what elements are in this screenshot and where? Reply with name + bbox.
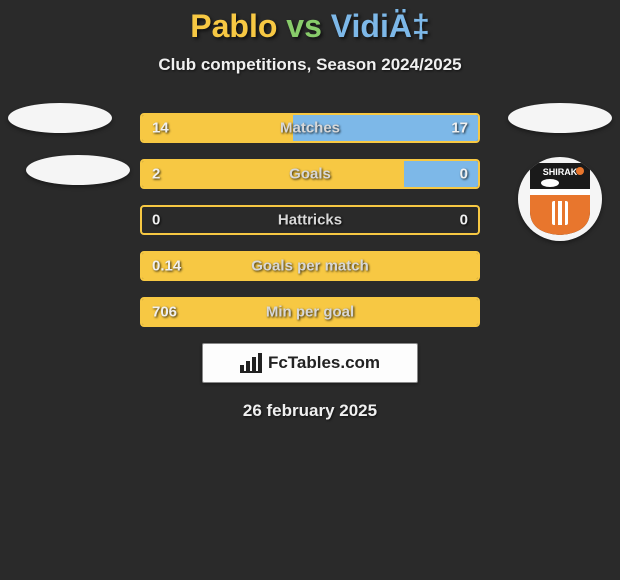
bar-chart-icon (240, 353, 262, 373)
stat-label: Min per goal (266, 304, 354, 321)
brand-text: FcTables.com (268, 353, 380, 373)
stat-bar-left (142, 161, 404, 187)
right-avatars: SHIRAK (508, 103, 612, 241)
stat-value-left: 0.14 (152, 258, 181, 275)
stat-label: Goals (289, 166, 331, 183)
stat-row: Matches 14 17 (140, 113, 480, 143)
subtitle: Club competitions, Season 2024/2025 (0, 55, 620, 75)
stat-row: Min per goal 706 (140, 297, 480, 327)
stat-value-right: 17 (451, 120, 468, 137)
stat-value-right: 0 (460, 166, 468, 183)
shirak-crest-icon: SHIRAK (528, 161, 592, 237)
date-text: 26 february 2025 (0, 401, 620, 421)
stat-row: Hattricks 0 0 (140, 205, 480, 235)
player2-club-badge: SHIRAK (518, 157, 602, 241)
stat-value-left: 14 (152, 120, 169, 137)
left-avatars (8, 103, 130, 207)
brand-box[interactable]: FcTables.com (202, 343, 418, 383)
page-title: Pablo vs VidiÄ‡ (0, 0, 620, 45)
player1-name: Pablo (190, 8, 277, 44)
stat-value-left: 706 (152, 304, 177, 321)
stat-label: Goals per match (251, 258, 369, 275)
svg-text:SHIRAK: SHIRAK (543, 167, 578, 177)
player1-club-placeholder (26, 155, 130, 185)
player1-avatar-placeholder (8, 103, 112, 133)
stat-label: Hattricks (278, 212, 342, 229)
player2-avatar-placeholder (508, 103, 612, 133)
comparison-infographic: Pablo vs VidiÄ‡ Club competitions, Seaso… (0, 0, 620, 580)
stat-row: Goals per match 0.14 (140, 251, 480, 281)
title-vs: vs (286, 8, 322, 44)
stat-value-right: 0 (460, 212, 468, 229)
stat-row: Goals 2 0 (140, 159, 480, 189)
stat-label: Matches (280, 120, 340, 137)
stat-value-left: 0 (152, 212, 160, 229)
player2-name: VidiÄ‡ (331, 8, 430, 44)
stat-value-left: 2 (152, 166, 160, 183)
stats-area: SHIRAK Matches1417Goals20Hattricks00Goal… (0, 113, 620, 327)
